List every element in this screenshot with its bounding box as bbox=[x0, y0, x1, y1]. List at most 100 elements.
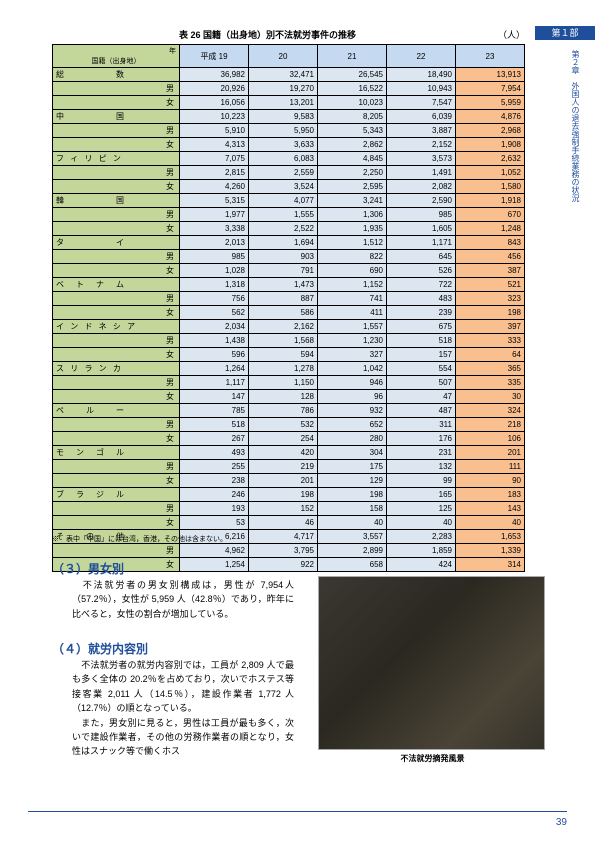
value-cell: 518 bbox=[387, 334, 456, 348]
value-cell: 165 bbox=[387, 488, 456, 502]
value-cell: 255 bbox=[180, 460, 249, 474]
value-cell: 2,082 bbox=[387, 180, 456, 194]
value-cell: 128 bbox=[249, 390, 318, 404]
value-cell: 5,343 bbox=[318, 124, 387, 138]
chapter-side-label: 第２章 外国人の退去強制手続業務の状況 bbox=[570, 50, 581, 250]
value-cell: 562 bbox=[180, 306, 249, 320]
value-cell: 64 bbox=[456, 348, 525, 362]
value-cell: 985 bbox=[387, 208, 456, 222]
value-cell: 1,653 bbox=[456, 530, 525, 544]
value-cell: 922 bbox=[249, 558, 318, 572]
value-cell: 8,205 bbox=[318, 110, 387, 124]
value-cell: 132 bbox=[387, 460, 456, 474]
sub-label: 女 bbox=[53, 474, 180, 488]
year-header: 21 bbox=[318, 45, 387, 68]
value-cell: 887 bbox=[249, 292, 318, 306]
value-cell: 4,313 bbox=[180, 138, 249, 152]
value-cell: 652 bbox=[318, 418, 387, 432]
statistics-table: 年国籍（出身地）平成 1920212223総 数36,98232,47126,5… bbox=[52, 44, 525, 572]
value-cell: 2,590 bbox=[387, 194, 456, 208]
sub-label: 女 bbox=[53, 138, 180, 152]
value-cell: 822 bbox=[318, 250, 387, 264]
value-cell: 493 bbox=[180, 446, 249, 460]
value-cell: 3,524 bbox=[249, 180, 318, 194]
value-cell: 1,306 bbox=[318, 208, 387, 222]
value-cell: 2,968 bbox=[456, 124, 525, 138]
category-label: ス リ ラ ン カ bbox=[53, 362, 180, 376]
value-cell: 2,862 bbox=[318, 138, 387, 152]
value-cell: 1,491 bbox=[387, 166, 456, 180]
value-cell: 411 bbox=[318, 306, 387, 320]
value-cell: 198 bbox=[249, 488, 318, 502]
year-header: 23 bbox=[456, 45, 525, 68]
value-cell: 16,056 bbox=[180, 96, 249, 110]
value-cell: 7,547 bbox=[387, 96, 456, 110]
value-cell: 2,013 bbox=[180, 236, 249, 250]
category-label: ペ ル ー bbox=[53, 404, 180, 418]
value-cell: 53 bbox=[180, 516, 249, 530]
value-cell: 157 bbox=[387, 348, 456, 362]
value-cell: 387 bbox=[456, 264, 525, 278]
sub-label: 男 bbox=[53, 376, 180, 390]
value-cell: 4,876 bbox=[456, 110, 525, 124]
value-cell: 16,522 bbox=[318, 82, 387, 96]
value-cell: 18,490 bbox=[387, 68, 456, 82]
value-cell: 1,935 bbox=[318, 222, 387, 236]
value-cell: 1,605 bbox=[387, 222, 456, 236]
year-header: 平成 19 bbox=[180, 45, 249, 68]
value-cell: 586 bbox=[249, 306, 318, 320]
value-cell: 218 bbox=[456, 418, 525, 432]
value-cell: 690 bbox=[318, 264, 387, 278]
value-cell: 1,278 bbox=[249, 362, 318, 376]
table-unit: （人） bbox=[498, 28, 525, 41]
value-cell: 246 bbox=[180, 488, 249, 502]
sub-label: 女 bbox=[53, 432, 180, 446]
year-header: 20 bbox=[249, 45, 318, 68]
value-cell: 658 bbox=[318, 558, 387, 572]
value-cell: 1,254 bbox=[180, 558, 249, 572]
value-cell: 554 bbox=[387, 362, 456, 376]
value-cell: 13,201 bbox=[249, 96, 318, 110]
value-cell: 1,028 bbox=[180, 264, 249, 278]
value-cell: 311 bbox=[387, 418, 456, 432]
value-cell: 518 bbox=[180, 418, 249, 432]
value-cell: 946 bbox=[318, 376, 387, 390]
value-cell: 1,918 bbox=[456, 194, 525, 208]
value-cell: 1,438 bbox=[180, 334, 249, 348]
value-cell: 2,162 bbox=[249, 320, 318, 334]
value-cell: 483 bbox=[387, 292, 456, 306]
sub-label: 女 bbox=[53, 96, 180, 110]
value-cell: 791 bbox=[249, 264, 318, 278]
value-cell: 40 bbox=[387, 516, 456, 530]
value-cell: 2,559 bbox=[249, 166, 318, 180]
value-cell: 40 bbox=[456, 516, 525, 530]
value-cell: 5,315 bbox=[180, 194, 249, 208]
value-cell: 3,338 bbox=[180, 222, 249, 236]
value-cell: 1,248 bbox=[456, 222, 525, 236]
value-cell: 201 bbox=[456, 446, 525, 460]
value-cell: 1,230 bbox=[318, 334, 387, 348]
value-cell: 2,283 bbox=[387, 530, 456, 544]
value-cell: 843 bbox=[456, 236, 525, 250]
value-cell: 1,150 bbox=[249, 376, 318, 390]
table-title: 表 26 国籍（出身地）別不法就労事件の推移 bbox=[0, 28, 535, 41]
value-cell: 756 bbox=[180, 292, 249, 306]
value-cell: 5,950 bbox=[249, 124, 318, 138]
value-cell: 314 bbox=[456, 558, 525, 572]
section-3-text: 不法就労者の男女別構成は，男性が 7,954人（57.2％），女性が 5,959… bbox=[72, 578, 294, 621]
value-cell: 3,795 bbox=[249, 544, 318, 558]
value-cell: 3,633 bbox=[249, 138, 318, 152]
value-cell: 1,580 bbox=[456, 180, 525, 194]
value-cell: 722 bbox=[387, 278, 456, 292]
value-cell: 1,977 bbox=[180, 208, 249, 222]
value-cell: 1,171 bbox=[387, 236, 456, 250]
value-cell: 2,899 bbox=[318, 544, 387, 558]
value-cell: 327 bbox=[318, 348, 387, 362]
value-cell: 5,959 bbox=[456, 96, 525, 110]
sub-label: 女 bbox=[53, 180, 180, 194]
value-cell: 147 bbox=[180, 390, 249, 404]
value-cell: 176 bbox=[387, 432, 456, 446]
value-cell: 2,522 bbox=[249, 222, 318, 236]
value-cell: 1,042 bbox=[318, 362, 387, 376]
value-cell: 193 bbox=[180, 502, 249, 516]
